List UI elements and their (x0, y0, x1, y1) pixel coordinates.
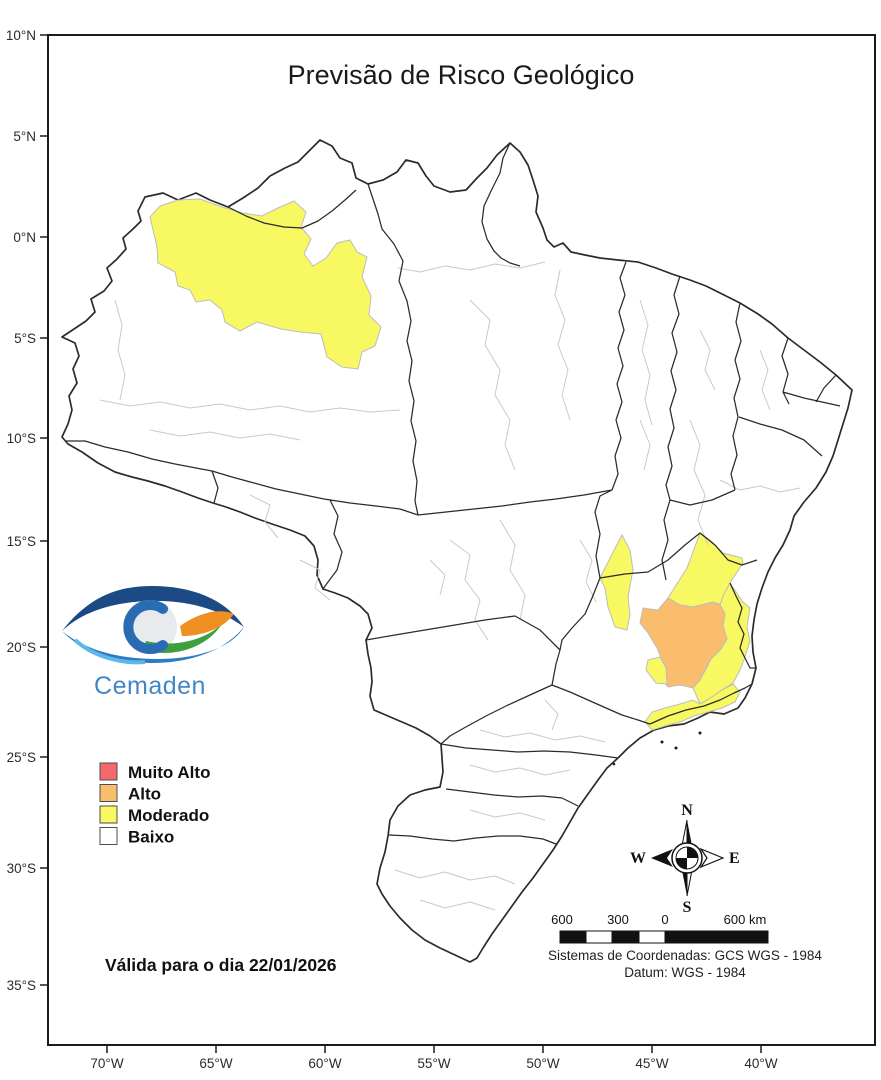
lat-tick-label: 30°S (7, 861, 36, 876)
state-boundaries (66, 142, 841, 845)
compass-east-label: E (729, 850, 740, 867)
legend-swatch-moderado (99, 805, 118, 824)
logo-eye-bottom-lid (62, 627, 244, 663)
legend-label-muito-alto: Muito Alto (128, 763, 210, 782)
lon-tick-label: 65°W (199, 1056, 232, 1071)
lon-tick-label: 50°W (526, 1056, 559, 1071)
legend-swatch-baixo (99, 827, 118, 845)
lat-tick-label: 5°S (14, 331, 36, 346)
legend-label-alto: Alto (128, 785, 161, 804)
lon-tick-label: 60°W (308, 1056, 341, 1071)
scale-label-300: 300 (607, 912, 629, 927)
risk-region-moderado-southwest-minas (645, 656, 668, 685)
lon-tick-label: 55°W (417, 1056, 450, 1071)
risk-legend: Muito Alto Alto Moderado Baixo (99, 762, 210, 847)
compass-south-label: S (683, 899, 692, 916)
legend-label-baixo: Baixo (128, 828, 174, 847)
risk-region-moderado-northwest (149, 198, 382, 370)
risk-region-moderado-north-minas (667, 532, 744, 608)
scale-label-0: 0 (661, 912, 668, 927)
brazil-map (61, 139, 853, 963)
mesoregion-boundaries (99, 261, 801, 911)
scale-label-600-left: 600 (551, 912, 573, 927)
lat-tick-label: 25°S (7, 750, 36, 765)
risk-regions (149, 198, 751, 731)
scale-bar: 600 300 0 600 km (551, 912, 769, 944)
brazil-outline (61, 139, 853, 963)
lat-tick-label: 5°N (13, 129, 36, 144)
legend-swatch-alto (99, 784, 118, 802)
lon-tick-label: 45°W (635, 1056, 668, 1071)
lat-axis: 10°N 5°N 0°N 5°S 10°S 15°S 20°S 25°S 30°… (6, 28, 48, 993)
lat-tick-label: 10°N (6, 28, 36, 43)
map-frame (47, 34, 876, 1046)
scale-label-600-km: 600 km (724, 912, 767, 927)
risk-region-moderado-rio (644, 683, 741, 731)
cemaden-logo: Cemaden (62, 586, 244, 700)
datum-note: Datum: WGS - 1984 (624, 965, 746, 980)
risk-region-moderado-west-minas (599, 533, 634, 631)
lat-tick-label: 20°S (7, 640, 36, 655)
compass-west-label: W (630, 850, 646, 867)
logo-orange-swoosh (180, 611, 234, 636)
lat-tick-label: 10°S (7, 431, 36, 446)
lat-tick-label: 0°N (13, 230, 36, 245)
risk-region-alto-central-minas (639, 597, 728, 689)
lon-axis: 70°W 65°W 60°W 55°W 50°W 45°W 40°W (90, 1045, 778, 1071)
lat-tick-label: 15°S (7, 534, 36, 549)
validity-note: Válida para o dia 22/01/2026 (105, 955, 337, 975)
compass-north-label: N (681, 802, 693, 819)
lon-tick-label: 70°W (90, 1056, 123, 1071)
coastal-islands (612, 731, 702, 766)
cemaden-logo-text: Cemaden (94, 672, 206, 700)
page-title: Previsão de Risco Geológico (288, 60, 635, 90)
compass-rose: N S W E (630, 802, 740, 916)
logo-c-mark (123, 600, 168, 654)
lat-tick-label: 35°S (7, 978, 36, 993)
logo-light-blue-arc (73, 638, 146, 665)
logo-eye-top-lid (62, 586, 244, 631)
lon-tick-label: 40°W (744, 1056, 777, 1071)
legend-swatch-muito-alto (99, 762, 118, 781)
coordinate-system-note: Sistemas de Coordenadas: GCS WGS - 1984 (548, 948, 822, 963)
legend-label-moderado: Moderado (128, 806, 209, 825)
